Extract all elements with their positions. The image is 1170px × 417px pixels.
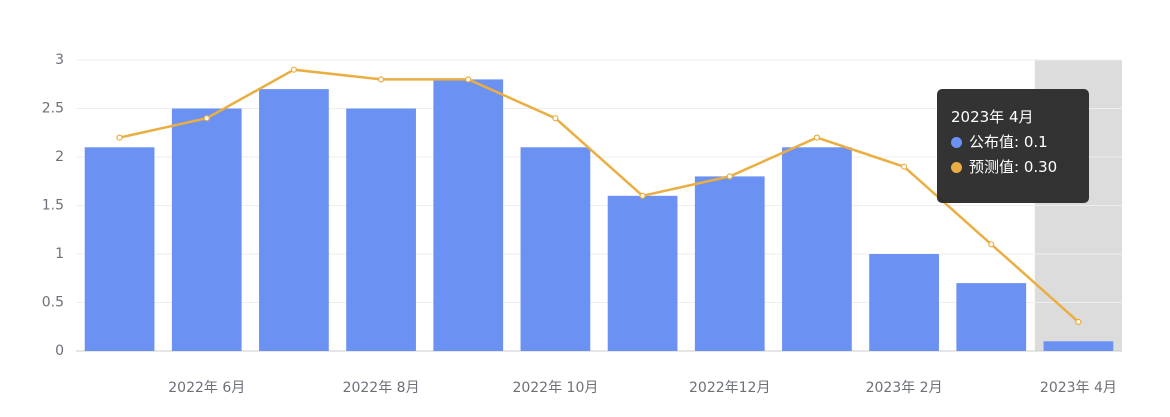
tooltip-row: 预测值: 0.30 (951, 155, 1075, 180)
x-tick-label: 2022年 6月 (168, 380, 245, 396)
y-tick-label: 1.5 (42, 198, 64, 214)
bar (433, 79, 504, 352)
line (119, 68, 1080, 323)
bar (84, 147, 155, 351)
x-tick-label: 2022年 10月 (512, 380, 598, 396)
line-point (377, 76, 385, 83)
line-point (116, 134, 123, 141)
y-tick-label: 2.5 (42, 101, 64, 117)
tooltip-dot (951, 162, 962, 173)
bar (171, 108, 242, 351)
y-tick-label: 3 (55, 52, 64, 68)
y-tick-label: 2 (55, 149, 64, 165)
tooltip-text: 公布值: 0.1 (969, 133, 1048, 151)
y-tick-label: 0.5 (42, 295, 64, 311)
x-tick-label: 2022年12月 (689, 380, 770, 396)
x-tick-label: 2023年 4月 (1040, 380, 1117, 396)
tooltip: 2023年 4月 公布值: 0.1 预测值: 0.30 (937, 89, 1089, 203)
line-point (465, 76, 472, 83)
tooltip-text: 预测值: 0.30 (969, 158, 1058, 176)
tooltip-title: 2023年 4月 (951, 108, 1034, 126)
tooltip-row: 公布值: 0.1 (951, 130, 1075, 155)
line-point (639, 192, 646, 199)
line-point (290, 66, 298, 73)
bar (1043, 341, 1114, 351)
bar (782, 147, 852, 351)
x-tick-label: 2022年 8月 (343, 380, 420, 396)
bar (607, 195, 678, 351)
bar (869, 254, 939, 351)
line-point (552, 115, 559, 122)
bar (520, 147, 591, 351)
line-point (900, 163, 908, 170)
line-point (813, 134, 821, 141)
y-tick-label: 1 (55, 246, 64, 262)
tooltip-dot (951, 137, 962, 148)
bar (259, 89, 329, 351)
line-point (726, 173, 733, 180)
x-tick-label: 2023年 2月 (866, 380, 943, 396)
bar (956, 283, 1027, 351)
line-point (988, 241, 995, 248)
line-point (203, 115, 210, 122)
bar (346, 108, 416, 351)
line-point (1075, 318, 1082, 325)
y-tick-label: 0 (55, 343, 64, 359)
bar (694, 176, 765, 351)
